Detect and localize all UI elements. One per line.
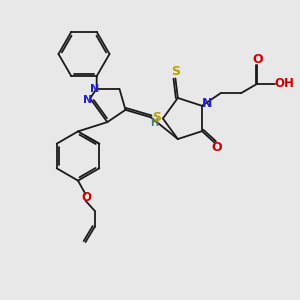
Text: N: N: [90, 84, 100, 94]
Text: H: H: [151, 118, 159, 128]
Text: OH: OH: [274, 77, 294, 90]
Text: S: S: [171, 65, 180, 78]
Text: S: S: [152, 111, 161, 124]
Text: O: O: [82, 191, 92, 204]
Text: O: O: [212, 141, 222, 154]
Text: O: O: [252, 52, 263, 65]
Text: N: N: [202, 97, 213, 110]
Text: N: N: [83, 94, 92, 105]
